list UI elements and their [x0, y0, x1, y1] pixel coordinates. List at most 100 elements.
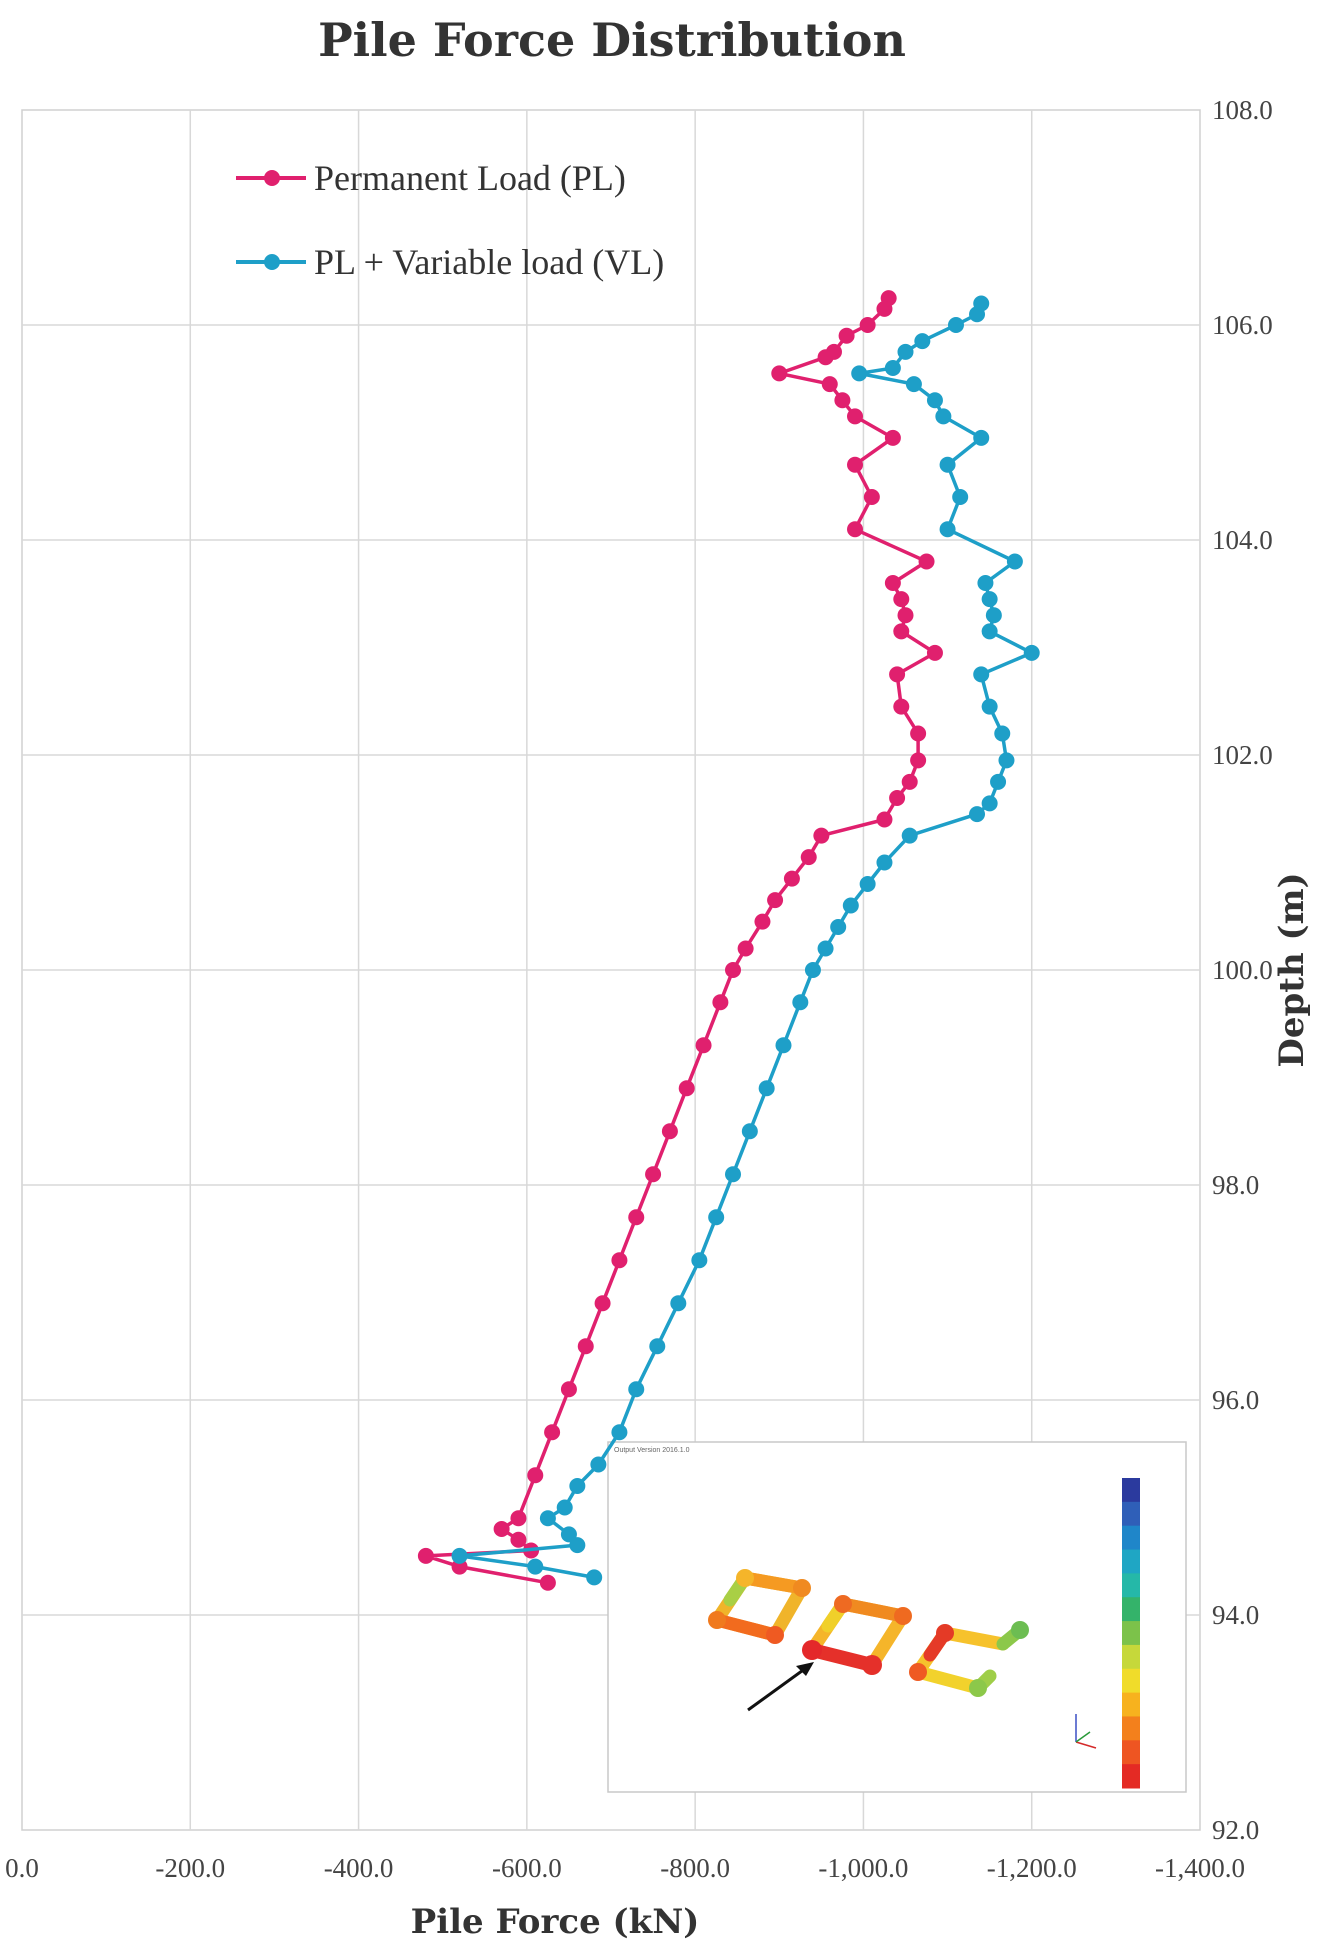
data-point [539, 1510, 556, 1527]
colorbar-segment [1122, 1549, 1140, 1574]
data-point [981, 698, 998, 715]
colorbar-segment [1122, 1621, 1140, 1646]
y-tick-label: 98.0 [1212, 1170, 1259, 1200]
fe-model-inset: Output Version 2016.1.0 [607, 1441, 1187, 1793]
inset-header: Output Version 2016.1.0 [614, 1447, 690, 1454]
data-point [876, 300, 893, 317]
data-point [935, 408, 952, 425]
x-tick-label: 0.0 [5, 1853, 39, 1883]
legend-label-pl: Permanent Load (PL) [314, 158, 626, 198]
colorbar-segment [1122, 1573, 1140, 1598]
colorbar-segment [1122, 1501, 1140, 1527]
data-point [893, 591, 910, 608]
data-point [645, 1166, 662, 1183]
legend-item-pl: Permanent Load (PL) [236, 158, 626, 198]
data-point [741, 1123, 758, 1140]
data-point [838, 327, 855, 344]
pile-group-3 [909, 1621, 1029, 1697]
data-point [914, 333, 931, 350]
inset-colorbar [1122, 1478, 1140, 1789]
colorbar-segment [1122, 1525, 1140, 1551]
axis-triad-icon [1075, 1714, 1097, 1749]
data-point [804, 962, 821, 978]
data-point [947, 317, 964, 333]
data-point [539, 1574, 556, 1591]
data-point [834, 392, 851, 409]
series-pl-vl [451, 295, 1040, 1586]
data-point [737, 940, 754, 957]
data-point [897, 607, 914, 624]
data-point [771, 365, 788, 382]
colorbar-segment [1122, 1597, 1140, 1622]
data-point [754, 913, 771, 930]
y-tick-label: 108.0 [1212, 95, 1273, 125]
data-point [649, 1338, 666, 1355]
colorbar-segment [1122, 1644, 1140, 1670]
x-tick-label: -600.0 [492, 1853, 562, 1883]
data-point [817, 349, 834, 366]
data-point [590, 1456, 607, 1473]
legend-marker-vl [264, 254, 280, 270]
data-point [876, 811, 893, 828]
highlight-arrow [747, 1662, 814, 1712]
data-point [628, 1209, 645, 1226]
data-point [981, 591, 998, 608]
data-point [725, 1166, 742, 1183]
x-tick-label: -800.0 [660, 1853, 730, 1883]
y-tick-label: 104.0 [1212, 525, 1273, 555]
data-point [977, 575, 994, 591]
data-point [556, 1499, 573, 1516]
data-point [973, 666, 990, 683]
data-point [847, 456, 864, 473]
data-point [859, 317, 876, 333]
legend-marker-pl [264, 170, 280, 186]
y-tick-label: 92.0 [1212, 1815, 1259, 1845]
data-point [628, 1381, 645, 1398]
data-point [708, 1209, 725, 1226]
data-point [758, 1080, 775, 1097]
data-point [889, 666, 906, 683]
y-axis-label: Depth (m) [1272, 872, 1312, 1067]
series-layer [417, 290, 1040, 1591]
data-point [918, 553, 935, 570]
x-tick-labels: 0.0 -200.0 -400.0 -600.0 -800.0 -1,000.0 -1,20… [5, 1853, 1245, 1883]
data-point [889, 790, 906, 806]
data-point [611, 1252, 628, 1269]
data-point [926, 392, 943, 409]
data-point [981, 623, 998, 640]
data-point [451, 1547, 468, 1564]
data-point [884, 429, 901, 446]
y-tick-label: 102.0 [1212, 740, 1273, 770]
data-point [577, 1338, 594, 1355]
data-point [884, 575, 901, 591]
data-point [510, 1531, 527, 1548]
data-point [905, 376, 922, 393]
legend-label-vl: PL + Variable load (VL) [314, 242, 664, 282]
data-point [901, 773, 918, 790]
data-point [800, 849, 817, 866]
y-tick-labels: 92.0 94.0 96.0 98.0 100.0 102.0 104.0 106.0 108.… [1212, 95, 1273, 1845]
data-point [847, 521, 864, 538]
data-point [661, 1123, 678, 1140]
data-point [998, 752, 1015, 769]
data-point [884, 360, 901, 376]
data-point [830, 919, 847, 935]
data-point [952, 489, 969, 505]
data-point [926, 644, 943, 661]
data-point [817, 940, 834, 957]
data-point [695, 1037, 712, 1054]
data-point [939, 521, 956, 538]
data-point [569, 1537, 586, 1554]
y-tick-label: 106.0 [1212, 310, 1273, 340]
data-point [990, 773, 1007, 790]
series-pl [417, 290, 943, 1591]
data-point [712, 994, 729, 1011]
legend: Permanent Load (PL) PL + Variable load (… [236, 158, 664, 282]
pile-group-2 [802, 1595, 912, 1675]
x-tick-label: -400.0 [324, 1853, 394, 1883]
data-point [813, 827, 830, 844]
data-point [544, 1424, 561, 1441]
data-point [893, 698, 910, 715]
colorbar-segment [1122, 1764, 1140, 1789]
